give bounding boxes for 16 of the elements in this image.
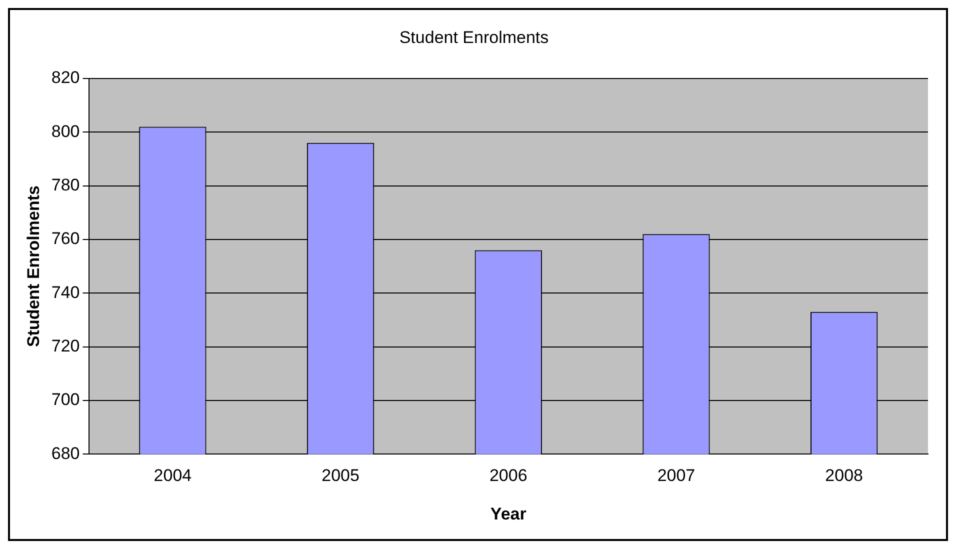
y-tick-label: 780 [51, 175, 80, 194]
y-tick-label: 720 [51, 336, 80, 356]
y-tick-label: 800 [51, 122, 80, 141]
x-tick-label: 2008 [825, 466, 863, 486]
x-axis-title: Year [490, 504, 527, 524]
y-tick-label: 820 [51, 68, 80, 88]
x-tick-label: 2004 [154, 466, 192, 486]
x-tick-label: 2005 [322, 466, 360, 486]
chart-title: Student Enrolments [399, 28, 549, 47]
y-tick-label: 760 [51, 229, 80, 248]
x-tick-label: 2006 [489, 466, 528, 486]
y-tick-label: 680 [51, 444, 80, 463]
y-tick-label: 740 [51, 282, 80, 302]
y-axis-title: Student Enrolments [24, 186, 43, 348]
x-tick-label: 2007 [657, 466, 696, 486]
y-tick-label: 700 [51, 390, 80, 410]
